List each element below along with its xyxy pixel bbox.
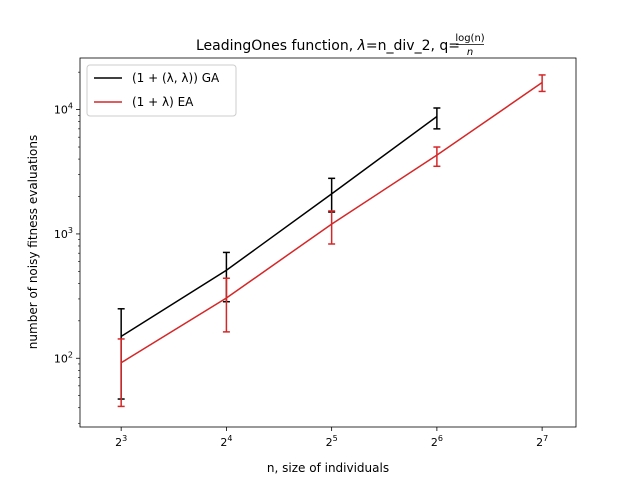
- chart-title-fraction-denominator: n: [467, 47, 473, 58]
- chart-title: LeadingOnes function, λ=n_div_2, q=: [196, 38, 460, 54]
- y-tick-label: 104: [54, 102, 73, 117]
- chart-title-fraction-numerator: log(n): [455, 33, 484, 44]
- x-tick-label: 23: [115, 434, 127, 449]
- x-tick-label: 26: [431, 434, 443, 449]
- legend: (1 + (λ, λ)) GA (1 + λ) EA: [86, 64, 237, 117]
- chart-title-prefix: LeadingOnes function,: [196, 38, 358, 54]
- y-axis-label: number of noisy fitness evaluations: [26, 135, 40, 349]
- series-line: [120, 115, 438, 338]
- y-tick-label: 103: [54, 226, 73, 241]
- chart-title-lambda-value: =n_div_2, q=: [366, 38, 460, 54]
- axes-frame: [79, 57, 577, 428]
- series-layer: [117, 74, 546, 408]
- series-0: [117, 107, 441, 400]
- x-tick-label: 24: [220, 434, 232, 449]
- x-tick-label: 27: [536, 434, 548, 449]
- legend-box: [86, 64, 237, 117]
- legend-label: (1 + λ) EA: [132, 95, 194, 109]
- y-tick-label: 102: [54, 350, 73, 365]
- x-axis-ticks: 23 24 25 26 27: [115, 427, 548, 449]
- x-tick-label: 25: [326, 434, 338, 449]
- series-1: [117, 74, 546, 408]
- chart-title-lambda: λ: [357, 38, 366, 54]
- legend-label: (1 + (λ, λ)) GA: [132, 71, 220, 85]
- x-axis-label: n, size of individuals: [267, 461, 389, 475]
- y-axis-ticks: 102 103 104: [54, 71, 80, 424]
